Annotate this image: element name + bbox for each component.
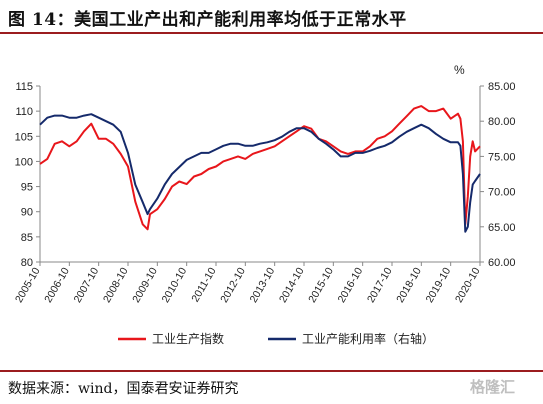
series-line-2	[39, 113, 481, 233]
y-left-tick-label: 110	[15, 106, 33, 118]
x-tick-label: 2015-10	[306, 265, 336, 305]
chart-title: 图 14：美国工业产出和产能利用率均低于正常水平	[8, 10, 407, 30]
y-right-tick-label: 75.00	[488, 151, 516, 163]
x-tick-label: 2011-10	[189, 265, 218, 304]
y-right-tick-label: 60.00	[488, 257, 516, 269]
x-tick-label: 2017-10	[365, 265, 395, 305]
y-left-tick-label: 115	[15, 81, 33, 93]
y-left-tick-label: 85	[21, 232, 33, 244]
legend-label-1: 工业生产指数	[152, 331, 224, 346]
x-tick-label: 2020-10	[453, 265, 483, 305]
y-left-tick-label: 80	[21, 257, 33, 269]
x-tick-label: 2005-10	[13, 265, 43, 305]
x-tick-label: 2008-10	[101, 265, 131, 305]
series-line-1	[39, 105, 481, 231]
x-tick-label: 2018-10	[394, 265, 424, 305]
x-tick-label: 2007-10	[72, 265, 102, 305]
source-divider	[0, 370, 543, 372]
y-right-tick-label: 80.00	[488, 116, 516, 128]
y-left-tick-label: 100	[15, 156, 33, 168]
x-tick-label: 2006-10	[42, 265, 72, 305]
x-tick-label: 2016-10	[336, 265, 366, 305]
x-tick-label: 2019-10	[424, 265, 454, 305]
x-tick-label: 2013-10	[248, 265, 278, 305]
legend-label-2: 工业产能利用率（右轴）	[302, 331, 434, 346]
title-bar: 图 14：美国工业产出和产能利用率均低于正常水平	[0, 0, 543, 34]
y-right-tick-label: 65.00	[488, 222, 516, 234]
x-tick-label: 2010-10	[160, 265, 190, 305]
y-right-unit-label: %	[454, 63, 465, 77]
x-tick-label: 2009-10	[130, 265, 160, 305]
x-tick-label: 2014-10	[277, 265, 307, 305]
y-left-tick-label: 95	[21, 182, 33, 194]
y-left-tick-label: 105	[15, 131, 33, 143]
y-right-tick-label: 85.00	[488, 81, 516, 93]
y-left-tick-label: 90	[21, 207, 33, 219]
watermark-logo: 格隆汇	[470, 378, 516, 396]
y-right-tick-label: 70.00	[488, 187, 516, 199]
chart-area: 80 85 90 95 100 105 110 115 60.00 65.00 70.00 75.00…	[13, 63, 516, 346]
source-note: 数据来源：wind，国泰君安证券研究	[8, 381, 239, 397]
x-tick-label: 2012-10	[218, 265, 248, 305]
